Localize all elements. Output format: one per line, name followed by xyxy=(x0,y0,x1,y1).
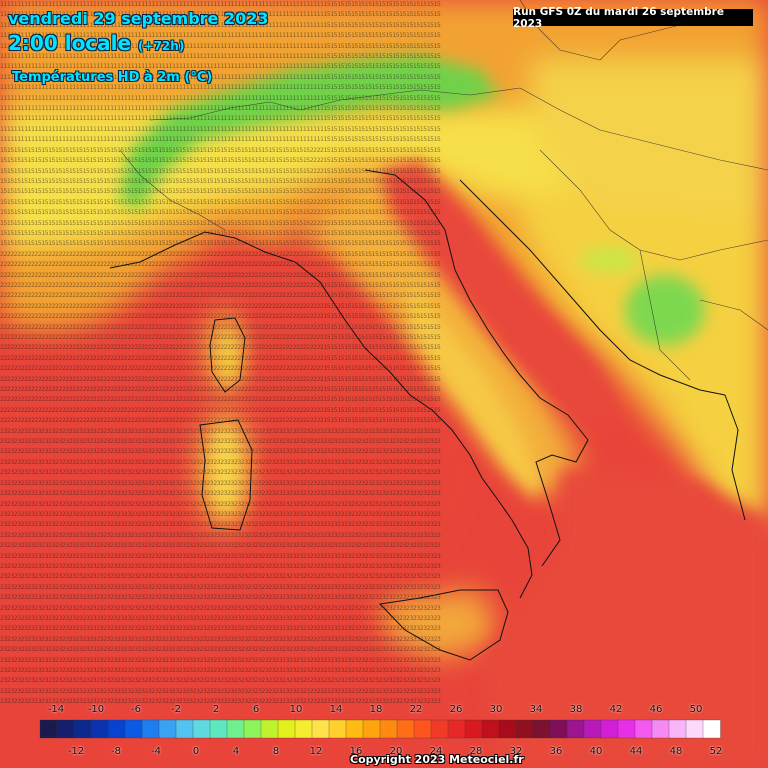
legend-tick-top: 42 xyxy=(609,704,623,715)
legend-tick-top: -2 xyxy=(171,704,181,715)
legend-tick-top: 10 xyxy=(289,704,303,715)
legend-tick-top: 26 xyxy=(449,704,463,715)
legend-tick-top: -10 xyxy=(87,704,105,715)
legend-tick-bottom: 52 xyxy=(709,746,723,757)
date-title: vendredi 29 septembre 2023 xyxy=(8,9,269,28)
field-title: Températures HD à 2m (°C) xyxy=(12,70,213,85)
forecast-offset: (+72h) xyxy=(138,39,185,53)
legend-tick-bottom: 8 xyxy=(272,746,280,757)
legend-tick-bottom: 16 xyxy=(349,746,363,757)
legend-tick-bottom: 4 xyxy=(232,746,240,757)
legend-tick-bottom: 44 xyxy=(629,746,643,757)
legend-tick-top: 34 xyxy=(529,704,543,715)
legend-tick-bottom: 12 xyxy=(309,746,323,757)
time-title: 2:00 locale (+72h) xyxy=(8,31,184,55)
legend-swatch xyxy=(702,719,721,739)
legend-tick-top: 22 xyxy=(409,704,423,715)
copyright: Copyright 2023 Meteociel.fr xyxy=(350,753,524,766)
legend-tick-bottom: 20 xyxy=(389,746,403,757)
legend-tick-top: 2 xyxy=(212,704,220,715)
legend-tick-bottom: 36 xyxy=(549,746,563,757)
legend-tick-bottom: 48 xyxy=(669,746,683,757)
legend-tick-bottom: -4 xyxy=(151,746,161,757)
legend-tick-bottom: -12 xyxy=(67,746,85,757)
legend: -14 -10 -6 -2 2 6 10 14 18 22 26 30 34 38 42 46 50 -12 -8-… xyxy=(0,700,768,768)
legend-tick-top: 18 xyxy=(369,704,383,715)
legend-colorbar xyxy=(39,719,721,739)
legend-tick-top: -6 xyxy=(131,704,141,715)
local-time: 2:00 locale xyxy=(8,31,132,55)
legend-tick-top: 38 xyxy=(569,704,583,715)
legend-tick-bottom: 32 xyxy=(509,746,523,757)
legend-tick-top: -14 xyxy=(47,704,65,715)
legend-tick-top: 46 xyxy=(649,704,663,715)
legend-tick-bottom: 0 xyxy=(192,746,200,757)
legend-tick-top: 14 xyxy=(329,704,343,715)
legend-tick-top: 30 xyxy=(489,704,503,715)
legend-tick-bottom: 40 xyxy=(589,746,603,757)
legend-tick-top: 6 xyxy=(252,704,260,715)
legend-tick-top: 50 xyxy=(689,704,703,715)
legend-tick-bottom: 24 xyxy=(429,746,443,757)
legend-tick-bottom: 28 xyxy=(469,746,483,757)
run-info-box: Run GFS 0Z du mardi 26 septembre 2023 xyxy=(513,6,753,30)
legend-tick-bottom: -8 xyxy=(111,746,121,757)
